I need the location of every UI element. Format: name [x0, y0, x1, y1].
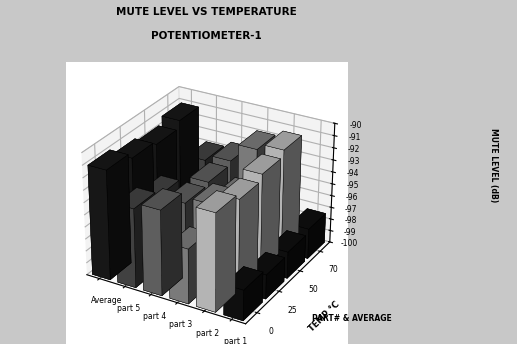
Y-axis label: TEMP °C: TEMP °C: [307, 300, 341, 334]
Text: MUTE LEVEL VS TEMPERATURE: MUTE LEVEL VS TEMPERATURE: [116, 7, 297, 17]
Text: POTENTIOMETER-1: POTENTIOMETER-1: [151, 31, 262, 41]
Text: MUTE LEVEL (dB): MUTE LEVEL (dB): [489, 128, 498, 202]
Text: PART# & AVERAGE: PART# & AVERAGE: [312, 314, 391, 323]
